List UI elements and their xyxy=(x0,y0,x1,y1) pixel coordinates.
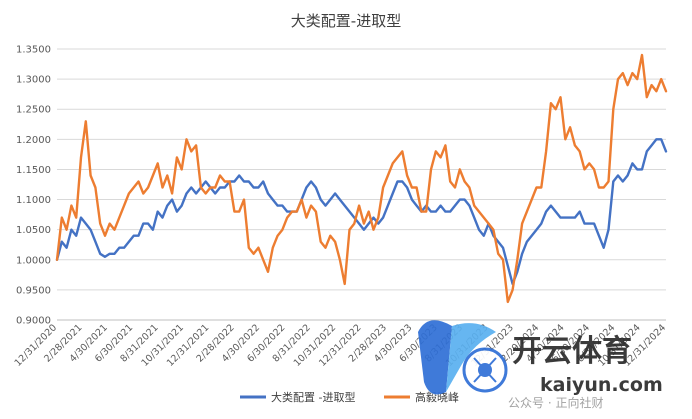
chart-title: 大类配置-进取型 xyxy=(291,12,401,30)
y-tick-label: 1.0500 xyxy=(16,225,51,236)
y-tick-label: 0.9500 xyxy=(16,285,51,296)
y-tick-label: 1.3500 xyxy=(16,45,51,56)
watermark-note: 公众号 · 正向社财 xyxy=(508,395,603,410)
legend-label-series-1: 大类配置 -进取型 xyxy=(271,390,355,404)
series-lines xyxy=(55,53,668,304)
y-tick-label: 1.1500 xyxy=(16,165,51,176)
watermark-logo xyxy=(418,320,508,395)
watermark-brand: 开云体育 xyxy=(512,334,632,369)
legend-label-series-2: 高毅晓峰 xyxy=(415,390,459,404)
legend: 大类配置 -进取型 高毅晓峰 xyxy=(240,390,459,404)
series-line-2 xyxy=(55,53,668,304)
y-tick-label: 1.2500 xyxy=(16,105,51,116)
y-tick-label: 1.3000 xyxy=(16,75,51,86)
y-tick-label: 0.9000 xyxy=(16,316,51,327)
y-tick-label: 1.0000 xyxy=(16,255,51,266)
watermark-url: kaiyun.com xyxy=(540,374,663,396)
gridlines xyxy=(57,48,666,321)
series-line-1 xyxy=(55,138,668,286)
y-axis-ticks: 0.9000 0.9500 1.0000 1.0500 1.1000 1.1500 1.20… xyxy=(16,45,51,327)
y-tick-label: 1.1000 xyxy=(16,195,51,206)
watermark: 开云体育 kaiyun.com 公众号 · 正向社财 xyxy=(418,320,663,410)
y-tick-label: 1.2000 xyxy=(16,135,51,146)
